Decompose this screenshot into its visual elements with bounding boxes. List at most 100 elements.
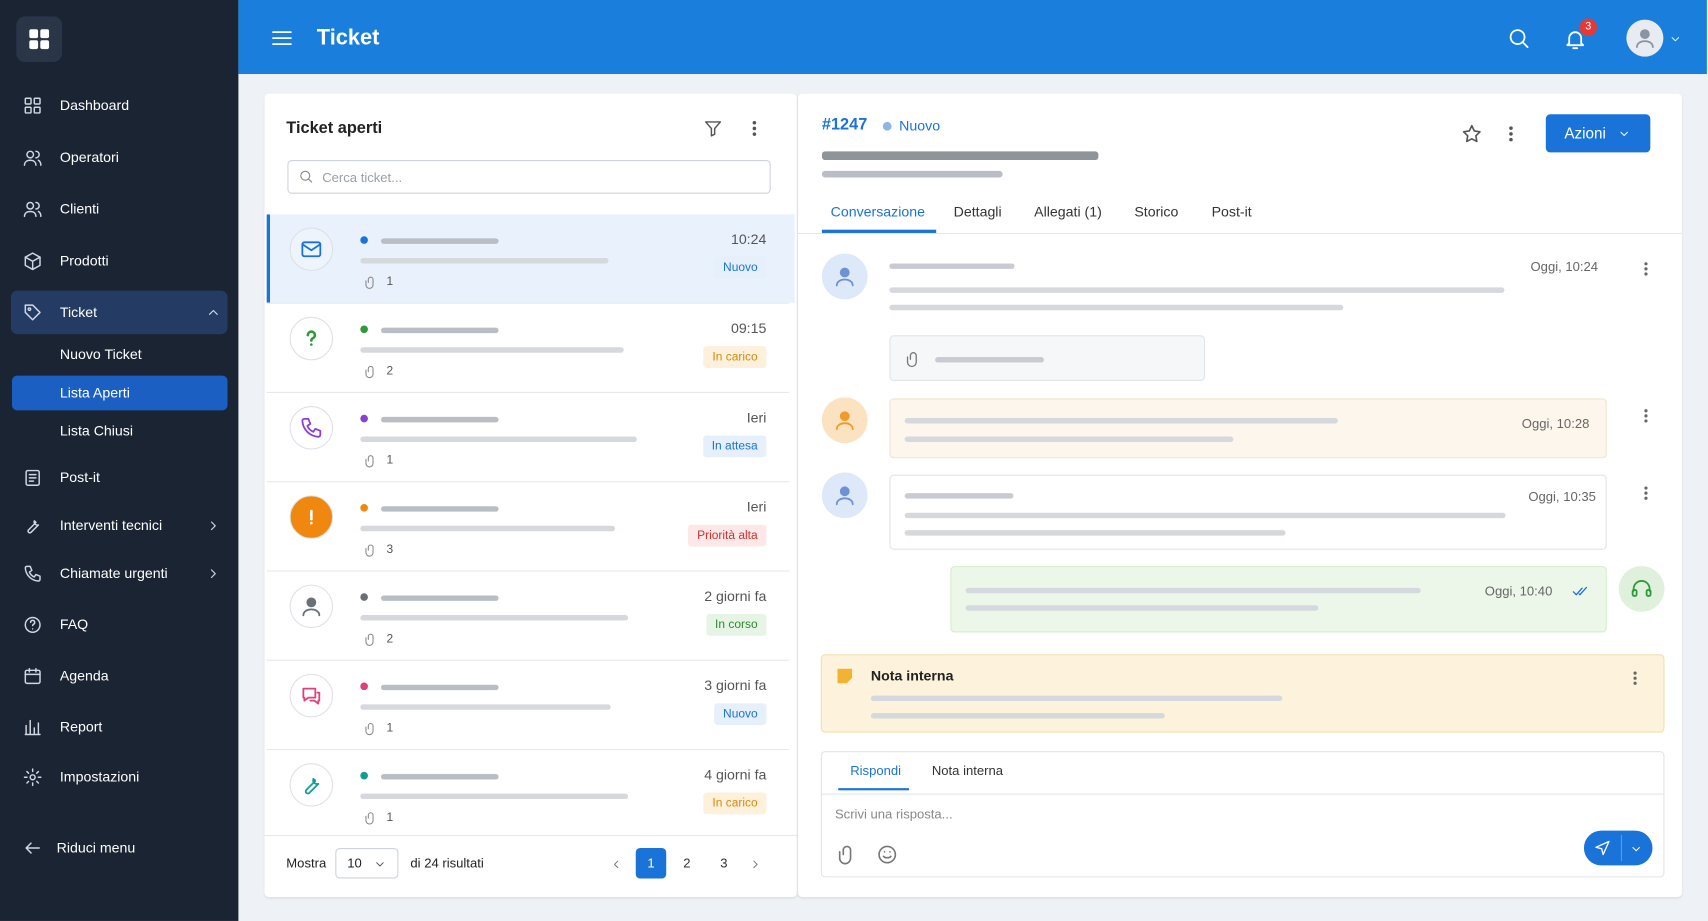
- placeholder-bar: [360, 346, 624, 353]
- reply-tab[interactable]: Rispondi: [850, 763, 902, 779]
- chevron: [206, 305, 221, 320]
- detail-tab[interactable]: Conversazione: [830, 203, 926, 220]
- menu-item[interactable]: Report: [59, 718, 103, 735]
- note-menu[interactable]: [1626, 669, 1643, 686]
- emoji-button[interactable]: [876, 844, 898, 866]
- menu-icon: [23, 615, 43, 635]
- ticket-status: In attesa: [703, 435, 767, 458]
- icon-path: [29, 619, 36, 630]
- ticket-time: 2 giorni fa: [704, 587, 767, 605]
- icon-rect: [301, 241, 322, 258]
- attach-button[interactable]: [836, 844, 858, 866]
- ticket-status: In corso: [706, 613, 767, 636]
- menu-button[interactable]: [270, 26, 294, 50]
- chevron: [206, 566, 221, 581]
- note-title: Nota interna: [870, 667, 954, 684]
- icon-path: [272, 31, 292, 45]
- placeholder-bar: [870, 695, 1283, 701]
- icon-path: [23, 768, 42, 787]
- icon-svg: [364, 633, 374, 646]
- row-divider: [266, 748, 790, 751]
- menu-item[interactable]: Interventi tecnici: [59, 517, 163, 534]
- detail-tab[interactable]: Dettagli: [953, 203, 1002, 220]
- notifications[interactable]: [1563, 27, 1587, 51]
- menu-item[interactable]: Nuovo Ticket: [59, 346, 142, 363]
- icon-circle: [1633, 671, 1637, 675]
- icon-rect: [29, 29, 39, 39]
- icon-svg: [1633, 671, 1637, 685]
- search-button[interactable]: [1507, 26, 1531, 50]
- icon-circle: [839, 486, 850, 497]
- icon-svg: [752, 120, 757, 136]
- icon-svg: [208, 309, 218, 315]
- icon-path: [309, 691, 321, 705]
- reply-tab[interactable]: Nota interna: [931, 763, 1004, 779]
- ticket-time: Ieri: [746, 409, 767, 426]
- avatar-chevron: [1669, 32, 1682, 45]
- icon-path: [1671, 37, 1680, 42]
- page-number[interactable]: 2: [683, 855, 691, 871]
- icon-circle: [27, 307, 32, 312]
- menu-item[interactable]: Clienti: [59, 200, 100, 217]
- message-menu[interactable]: [1637, 260, 1654, 277]
- icon-svg: [364, 722, 374, 735]
- send-icon: [1594, 839, 1611, 856]
- icon-svg: [24, 97, 41, 114]
- icon-path: [24, 565, 41, 582]
- ticket-icon-glyph: [299, 773, 323, 797]
- menu-item[interactable]: Impostazioni: [59, 768, 140, 785]
- page-size[interactable]: [335, 848, 399, 879]
- icon-svg: [210, 521, 216, 531]
- icon-path: [835, 278, 854, 287]
- detail-menu[interactable]: [1501, 124, 1521, 144]
- avatar-icon: [1630, 577, 1654, 601]
- search-box[interactable]: [287, 160, 771, 194]
- collapse-menu[interactable]: Riduci menu: [56, 839, 136, 856]
- menu-item[interactable]: Lista Aperti: [59, 384, 130, 401]
- filter-button[interactable]: [703, 119, 723, 139]
- attachment-count: 1: [386, 811, 394, 825]
- reply-placeholder[interactable]: Scrivi una risposta...: [834, 806, 953, 822]
- icon-svg: [302, 687, 321, 705]
- prev-page[interactable]: [610, 857, 623, 870]
- list-menu[interactable]: [745, 119, 765, 139]
- ticket-group: [10, 290, 228, 335]
- menu-item[interactable]: Ticket: [59, 303, 98, 321]
- clip-icon: [363, 453, 377, 467]
- icon-svg: [24, 304, 41, 321]
- icon-svg: [835, 411, 854, 431]
- placeholder-bar: [821, 151, 1099, 161]
- next-page[interactable]: [749, 857, 762, 870]
- dot: [360, 325, 368, 334]
- detail-tab[interactable]: Post-it: [1211, 203, 1252, 220]
- menu-item[interactable]: Lista Chiusi: [59, 422, 134, 439]
- icon-svg: [23, 201, 42, 218]
- icon-circle: [752, 120, 757, 125]
- favorite[interactable]: [1461, 123, 1483, 145]
- send-button[interactable]: [1583, 830, 1653, 866]
- actions-button[interactable]: [1545, 114, 1651, 153]
- reply-box: [820, 751, 1665, 878]
- detail-tab[interactable]: Allegati (1): [1034, 203, 1102, 220]
- menu-item[interactable]: Dashboard: [59, 96, 130, 114]
- message-menu[interactable]: [1637, 484, 1654, 501]
- icon-svg: [23, 768, 42, 787]
- send-chevron: [1630, 841, 1643, 854]
- menu-item[interactable]: Post-it: [59, 469, 100, 486]
- detail-tab[interactable]: Storico: [1134, 203, 1179, 220]
- ticket-status: Nuovo: [714, 256, 767, 279]
- page-number[interactable]: 1: [647, 855, 655, 871]
- message-menu[interactable]: [1637, 407, 1654, 424]
- page-number[interactable]: 3: [720, 855, 728, 871]
- menu-item[interactable]: Agenda: [59, 667, 109, 684]
- menu-item[interactable]: Prodotti: [59, 252, 109, 269]
- menu-item[interactable]: FAQ: [59, 616, 89, 633]
- placeholder-bar: [381, 505, 499, 512]
- menu-item[interactable]: Chiamate urgenti: [59, 564, 168, 582]
- icon-svg: [310, 509, 313, 525]
- logo: [16, 16, 63, 63]
- menu-icon: [23, 468, 43, 488]
- placeholder-bar: [904, 512, 1506, 518]
- menu-item[interactable]: Operatori: [59, 149, 119, 166]
- icon-svg: [1566, 31, 1585, 50]
